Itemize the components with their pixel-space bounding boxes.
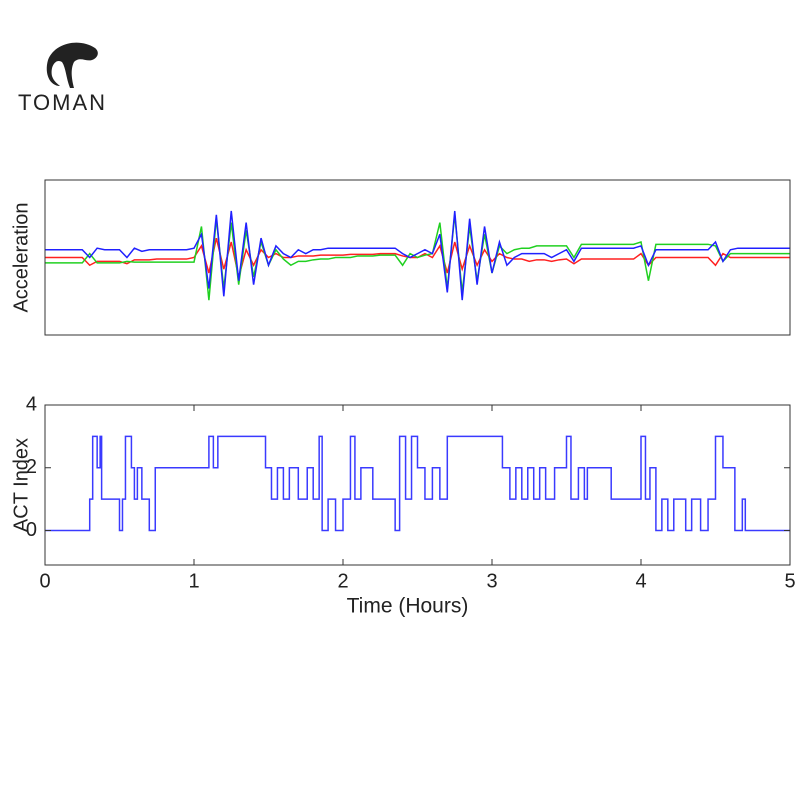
plot-frame (44, 404, 791, 566)
y-axis-label: Acceleration (10, 202, 32, 312)
x-tick-label: 1 (188, 570, 199, 592)
y-tick-label: 0 (26, 519, 37, 541)
data-line (45, 214, 790, 301)
plot-frame (44, 179, 791, 336)
y-tick-label: 2 (26, 456, 37, 478)
data-line (45, 210, 790, 301)
x-tick-label: 5 (784, 570, 795, 592)
x-tick-label: 2 (337, 570, 348, 592)
y-axis-label: ACT Index (10, 438, 32, 532)
x-tick-label: 0 (39, 570, 50, 592)
x-tick-label: 4 (635, 570, 646, 592)
logo-mark (46, 42, 98, 88)
y-tick-label: 4 (26, 393, 37, 415)
logo: TOMAN (18, 42, 107, 115)
logo-text: TOMAN (18, 90, 107, 115)
x-tick-label: 3 (486, 570, 497, 592)
data-line (45, 435, 790, 532)
x-axis-label: Time (Hours) (347, 595, 469, 618)
